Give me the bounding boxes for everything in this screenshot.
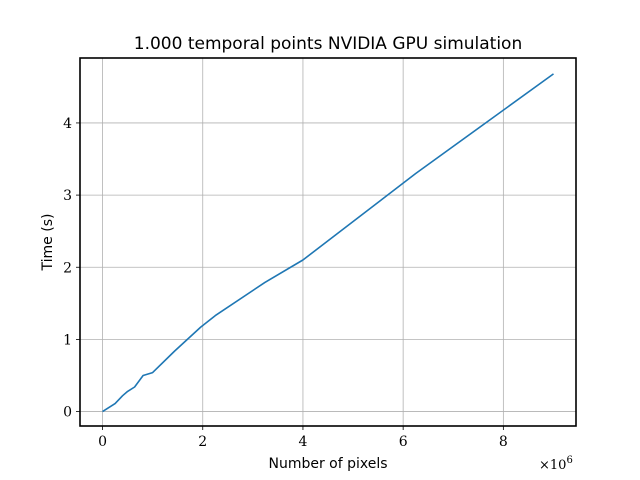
grid [80, 58, 576, 426]
series-line [102, 73, 554, 413]
x-axis-offset-base: ×10 [539, 458, 566, 473]
x-tick-label: 0 [98, 434, 107, 450]
plot-frame [79, 57, 577, 427]
ticks: 0 2 4 6 8 0 1 2 3 4 [63, 116, 508, 450]
x-tick-label: 4 [298, 434, 307, 450]
chart-title: 1.000 temporal points NVIDIA GPU simulat… [134, 34, 523, 54]
x-tick-label: 6 [399, 434, 408, 450]
y-tick-label: 3 [63, 188, 72, 204]
x-axis-offset: ×106 [539, 455, 573, 473]
x-axis-label: Number of pixels [268, 456, 387, 472]
y-tick-label: 1 [63, 332, 72, 348]
x-tick-label: 8 [499, 434, 508, 450]
y-axis-label: Time (s) [40, 214, 56, 272]
y-tick-label: 0 [63, 405, 72, 421]
y-tick-label: 2 [63, 260, 72, 276]
series-layer [102, 73, 554, 413]
y-tick-label: 4 [63, 116, 72, 132]
x-tick-label: 2 [198, 434, 207, 450]
x-axis-offset-exponent: 6 [566, 455, 572, 466]
